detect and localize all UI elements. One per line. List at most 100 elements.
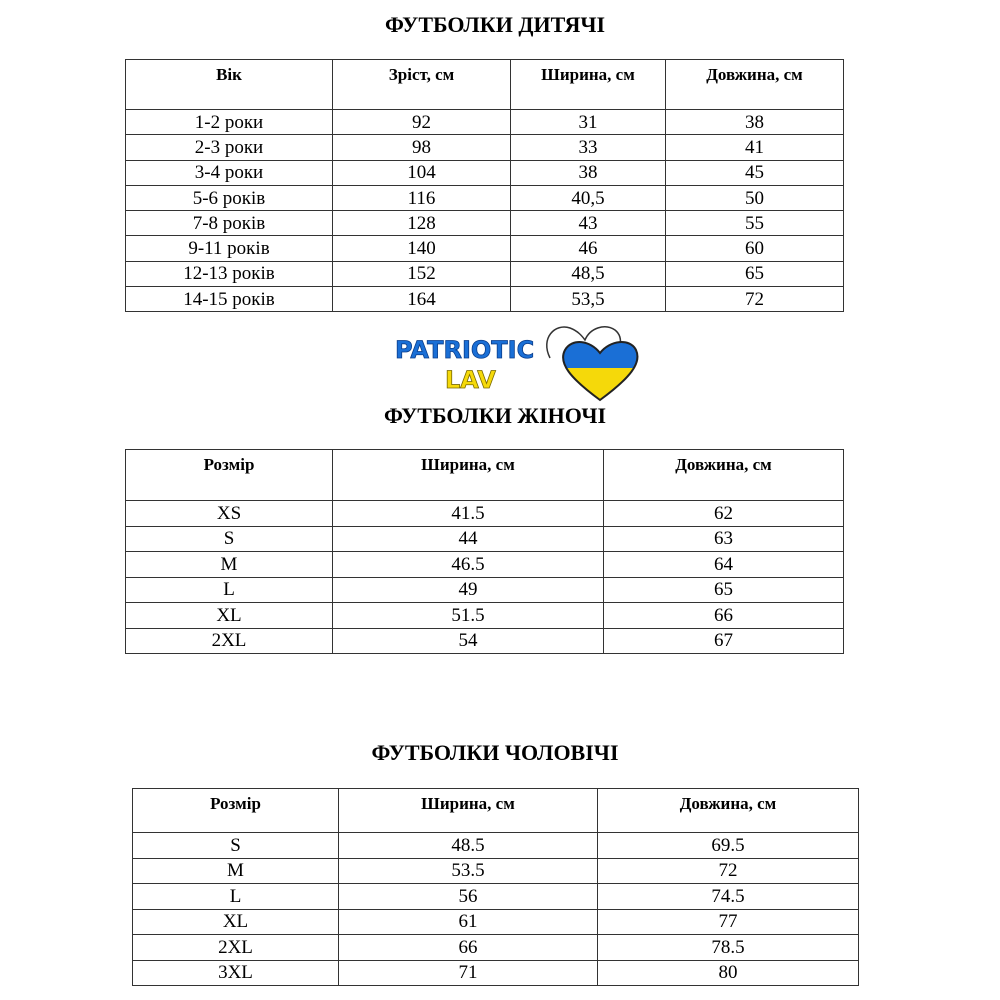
table-cell: 46.5 (332, 551, 604, 578)
table-cell: 54 (332, 627, 604, 654)
table-cell: 38 (665, 108, 844, 136)
men-title: ФУТБОЛКИ ЧОЛОВІЧІ (371, 740, 619, 765)
table-cell: 33 (510, 134, 666, 161)
table-cell: XL (132, 908, 339, 935)
column-header: Довжина, см (597, 788, 859, 833)
table-cell: 44 (332, 525, 604, 552)
table-row: 5-6 років 116 40,5 50 (125, 184, 844, 212)
table-cell: 78.5 (597, 934, 859, 961)
table-cell: 72 (665, 286, 844, 313)
table-cell: 72 (597, 857, 859, 884)
table-cell: 3XL (132, 959, 339, 986)
table-cell: 61 (338, 908, 598, 935)
table-cell: 65 (603, 576, 844, 603)
header-row: Розмір Ширина, см Довжина, см (125, 449, 844, 501)
table-cell: 46 (510, 235, 666, 262)
table-cell: 71 (338, 959, 598, 986)
table-row: 14-15 років 164 53,5 72 (125, 286, 844, 313)
table-cell: M (132, 857, 339, 884)
table-row: 2XL 54 67 (125, 627, 844, 654)
table-cell: 53,5 (510, 286, 666, 313)
table-cell: 152 (332, 260, 511, 288)
table-cell: 55 (665, 210, 844, 237)
column-header: Вік (125, 59, 333, 110)
column-header: Розмір (125, 449, 333, 501)
table-cell: 2XL (125, 627, 333, 654)
table-row: 3XL 71 80 (132, 959, 859, 986)
men-size-table: Розмір Ширина, см Довжина, см S 48.5 69.5 M 53.… (132, 788, 859, 986)
table-cell: 62 (603, 500, 844, 527)
column-header: Ширина, см (510, 59, 666, 110)
table-cell: 45 (665, 159, 844, 186)
table-cell: 31 (510, 108, 666, 136)
table-row: S 48.5 69.5 (132, 832, 859, 859)
table-cell: S (125, 525, 333, 552)
table-row: 12-13 років 152 48,5 65 (125, 260, 844, 288)
table-cell: 56 (338, 883, 598, 910)
table-cell: L (125, 576, 333, 603)
table-cell: 38 (510, 159, 666, 186)
table-cell: 49 (332, 576, 604, 603)
table-cell: 65 (665, 260, 844, 288)
header-row: Вік Зріст, см Ширина, см Довжина, см (125, 59, 844, 110)
table-cell: XS (125, 500, 333, 527)
kids-title: ФУТБОЛКИ ДИТЯЧІ (384, 12, 606, 37)
table-cell: 116 (332, 184, 511, 212)
table-cell: 7-8 років (125, 210, 333, 237)
table-cell: 14-15 років (125, 286, 333, 313)
table-cell: 51.5 (332, 602, 604, 629)
table-cell: 12-13 років (125, 260, 333, 288)
table-row: S 44 63 (125, 525, 844, 552)
column-header: Розмір (132, 788, 339, 833)
table-cell: 9-11 років (125, 235, 333, 262)
women-size-table: Розмір Ширина, см Довжина, см XS 41.5 62 S 44 63… (125, 449, 844, 654)
table-cell: 74.5 (597, 883, 859, 910)
women-title: ФУТБОЛКИ ЖІНОЧІ (383, 403, 607, 428)
table-cell: 98 (332, 134, 511, 161)
table-row: 9-11 років 140 46 60 (125, 235, 844, 262)
column-header: Зріст, см (332, 59, 511, 110)
table-cell: 2-3 роки (125, 134, 333, 161)
svg-text:LAV: LAV (445, 366, 496, 394)
table-row: 2-3 роки 98 33 41 (125, 134, 844, 161)
table-cell: 41.5 (332, 500, 604, 527)
table-cell: 40,5 (510, 184, 666, 212)
table-cell: S (132, 832, 339, 859)
kids-size-table: Вік Зріст, см Ширина, см Довжина, см 1-2 рок… (125, 59, 844, 313)
table-cell: 48,5 (510, 260, 666, 288)
table-cell: L (132, 883, 339, 910)
table-cell: 5-6 років (125, 184, 333, 212)
table-cell: 69.5 (597, 832, 859, 859)
table-cell: 67 (603, 627, 844, 654)
table-cell: 92 (332, 108, 511, 136)
column-header: Довжина, см (603, 449, 844, 501)
column-header: Ширина, см (332, 449, 604, 501)
table-row: XS 41.5 62 (125, 500, 844, 527)
table-cell: 140 (332, 235, 511, 262)
table-cell: 63 (603, 525, 844, 552)
table-cell: 2XL (132, 934, 339, 961)
table-cell: 53.5 (338, 857, 598, 884)
table-cell: 60 (665, 235, 844, 262)
table-cell: 80 (597, 959, 859, 986)
table-cell: 48.5 (338, 832, 598, 859)
table-cell: 164 (332, 286, 511, 313)
table-row: M 53.5 72 (132, 857, 859, 884)
table-cell: 64 (603, 551, 844, 578)
table-row: 1-2 роки 92 31 38 (125, 108, 844, 136)
table-cell: 41 (665, 134, 844, 161)
table-row: M 46.5 64 (125, 551, 844, 578)
table-cell: 104 (332, 159, 511, 186)
table-cell: 3-4 роки (125, 159, 333, 186)
table-cell: 66 (603, 602, 844, 629)
table-cell: 1-2 роки (125, 108, 333, 136)
header-row: Розмір Ширина, см Довжина, см (132, 788, 859, 833)
table-cell: 43 (510, 210, 666, 237)
svg-text:PATRIOTIC: PATRIOTIC (395, 336, 534, 364)
column-header: Ширина, см (338, 788, 598, 833)
table-cell: 77 (597, 908, 859, 935)
table-cell: XL (125, 602, 333, 629)
table-row: 3-4 роки 104 38 45 (125, 159, 844, 186)
column-header: Довжина, см (665, 59, 844, 110)
table-cell: M (125, 551, 333, 578)
